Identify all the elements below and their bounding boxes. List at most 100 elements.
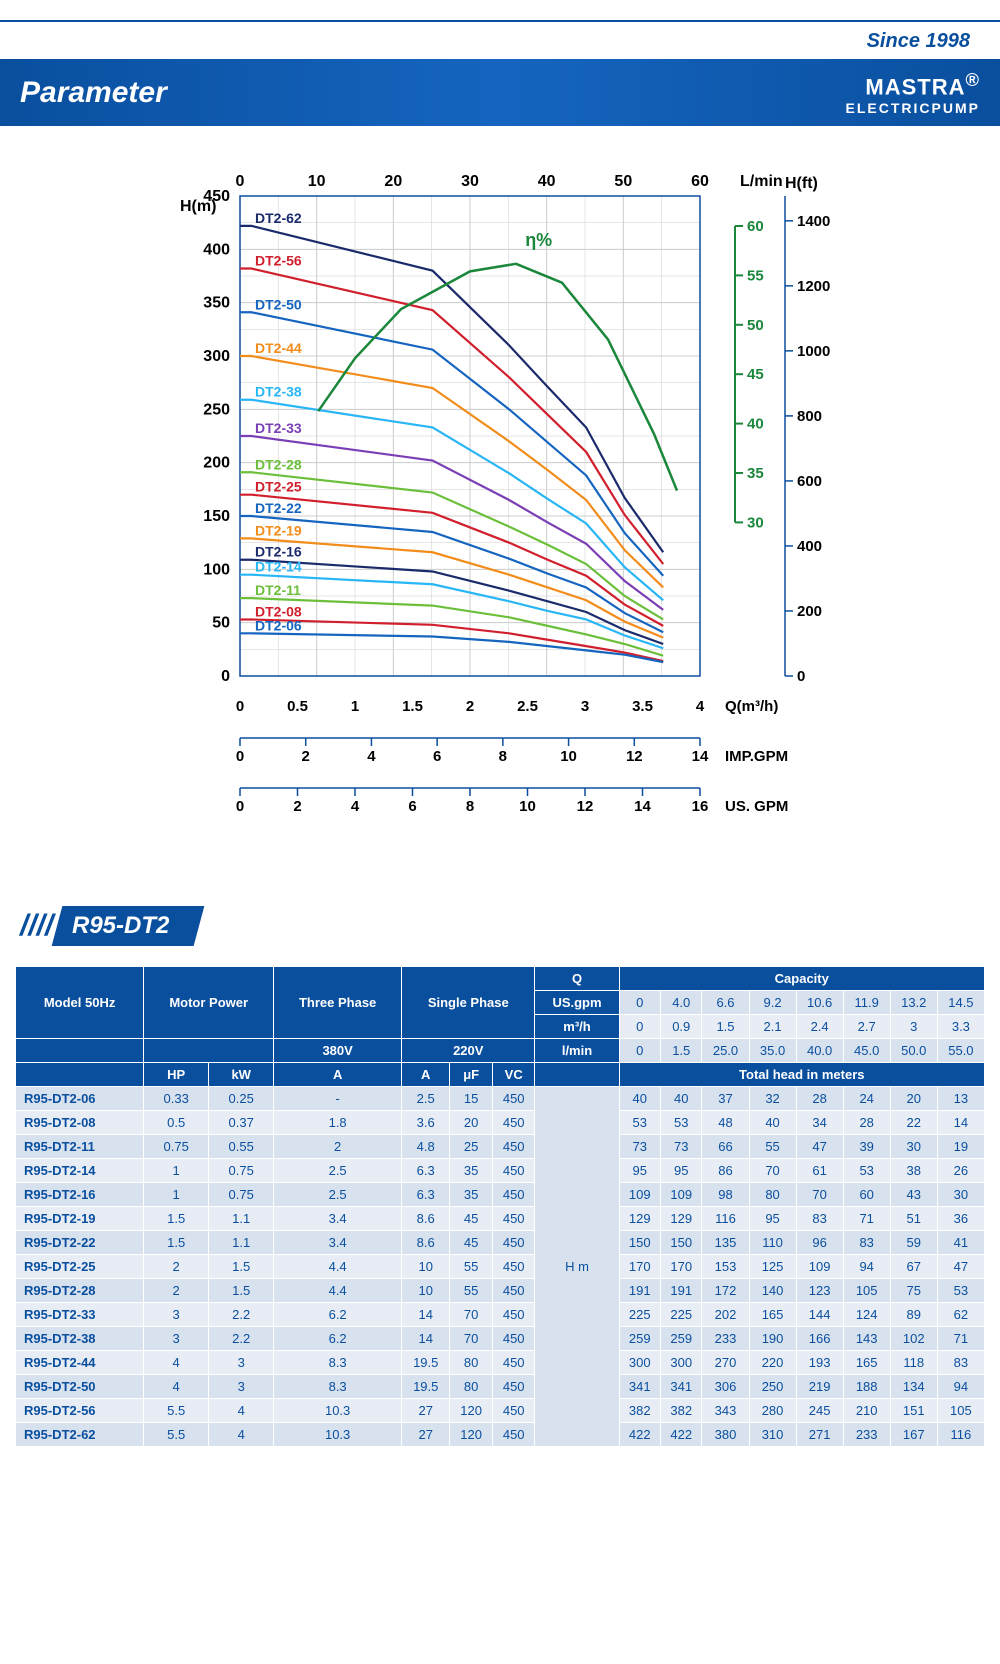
svg-text:8: 8 [466, 798, 474, 815]
head-cell: 116 [937, 1423, 984, 1447]
head-cell: 125 [749, 1255, 796, 1279]
kw-cell: 4 [209, 1399, 274, 1423]
hdr-q: Q [535, 967, 619, 991]
head-cell: 40 [661, 1087, 702, 1111]
svg-text:DT2-28: DT2-28 [255, 457, 302, 473]
svg-text:30: 30 [747, 515, 764, 532]
svg-text:12: 12 [626, 748, 643, 765]
vc-cell: 450 [492, 1423, 535, 1447]
svg-text:250: 250 [203, 402, 230, 419]
svg-text:12: 12 [577, 798, 594, 815]
head-cell: 306 [702, 1375, 749, 1399]
model-cell: R95-DT2-33 [16, 1303, 144, 1327]
hdr-motor: Motor Power [144, 967, 274, 1039]
a3-cell: 3.4 [274, 1207, 402, 1231]
kw-cell: 3 [209, 1351, 274, 1375]
svg-text:1.5: 1.5 [402, 698, 423, 715]
hdr-220v: 220V [402, 1039, 535, 1063]
m3h-val: 1.5 [702, 1015, 749, 1039]
kw-cell: 2.2 [209, 1327, 274, 1351]
head-cell: 95 [619, 1159, 660, 1183]
a2-cell: 6.3 [402, 1183, 450, 1207]
pump-curve-chart: 0102030405060L/min0501001502002503003504… [140, 156, 860, 856]
vc-cell: 450 [492, 1231, 535, 1255]
head-cell: 382 [619, 1399, 660, 1423]
head-cell: 422 [661, 1423, 702, 1447]
head-cell: 150 [619, 1231, 660, 1255]
usgpm-val: 13.2 [890, 991, 937, 1015]
usgpm-val: 4.0 [661, 991, 702, 1015]
svg-text:20: 20 [384, 173, 402, 190]
a3-cell: 4.4 [274, 1279, 402, 1303]
head-cell: 151 [890, 1399, 937, 1423]
kw-cell: 0.25 [209, 1087, 274, 1111]
head-cell: 166 [796, 1327, 843, 1351]
vc-cell: 450 [492, 1159, 535, 1183]
head-cell: 70 [749, 1159, 796, 1183]
hp-cell: 0.33 [144, 1087, 209, 1111]
head-cell: 109 [661, 1183, 702, 1207]
head-cell: 343 [702, 1399, 749, 1423]
model-cell: R95-DT2-50 [16, 1375, 144, 1399]
svg-text:10: 10 [308, 173, 326, 190]
head-cell: 259 [661, 1327, 702, 1351]
head-cell: 13 [937, 1087, 984, 1111]
hp-cell: 3 [144, 1303, 209, 1327]
head-cell: 271 [796, 1423, 843, 1447]
head-cell: 144 [796, 1303, 843, 1327]
head-cell: 129 [619, 1207, 660, 1231]
head-cell: 95 [661, 1159, 702, 1183]
head-cell: 53 [843, 1159, 890, 1183]
kw-cell: 4 [209, 1423, 274, 1447]
head-cell: 210 [843, 1399, 890, 1423]
head-cell: 124 [843, 1303, 890, 1327]
head-cell: 41 [937, 1231, 984, 1255]
head-cell: 62 [937, 1303, 984, 1327]
m3h-val: 2.1 [749, 1015, 796, 1039]
svg-text:US. GPM: US. GPM [725, 798, 788, 815]
uf-cell: 55 [450, 1279, 493, 1303]
lmin-val: 50.0 [890, 1039, 937, 1063]
svg-text:DT2-25: DT2-25 [255, 479, 302, 495]
model-cell: R95-DT2-19 [16, 1207, 144, 1231]
model-cell: R95-DT2-06 [16, 1087, 144, 1111]
svg-text:2.5: 2.5 [517, 698, 538, 715]
hdr-blank [535, 1063, 619, 1087]
vc-cell: 450 [492, 1327, 535, 1351]
a2-cell: 8.6 [402, 1207, 450, 1231]
head-cell: 259 [619, 1327, 660, 1351]
svg-text:40: 40 [747, 416, 764, 433]
hdr-380v: 380V [274, 1039, 402, 1063]
m3h-val: 3 [890, 1015, 937, 1039]
head-cell: 36 [937, 1207, 984, 1231]
svg-text:1000: 1000 [797, 343, 830, 360]
hdr-m3h: m³/h [535, 1015, 619, 1039]
vc-cell: 450 [492, 1135, 535, 1159]
uf-cell: 80 [450, 1375, 493, 1399]
head-cell: 220 [749, 1351, 796, 1375]
head-cell: 116 [702, 1207, 749, 1231]
hdr-kw: kW [209, 1063, 274, 1087]
svg-text:4: 4 [696, 698, 705, 715]
svg-text:100: 100 [203, 562, 230, 579]
a2-cell: 27 [402, 1423, 450, 1447]
svg-text:8: 8 [499, 748, 507, 765]
uf-cell: 120 [450, 1399, 493, 1423]
svg-text:H(ft): H(ft) [785, 175, 818, 192]
hp-cell: 5.5 [144, 1423, 209, 1447]
hdr-vc: VC [492, 1063, 535, 1087]
head-cell: 382 [661, 1399, 702, 1423]
lmin-val: 55.0 [937, 1039, 984, 1063]
uf-cell: 45 [450, 1231, 493, 1255]
m3h-val: 2.4 [796, 1015, 843, 1039]
head-cell: 167 [890, 1423, 937, 1447]
a3-cell: 1.8 [274, 1111, 402, 1135]
head-cell: 170 [619, 1255, 660, 1279]
usgpm-val: 0 [619, 991, 660, 1015]
head-cell: 28 [796, 1087, 843, 1111]
svg-text:50: 50 [212, 615, 230, 632]
svg-text:6: 6 [408, 798, 416, 815]
hp-cell: 2 [144, 1255, 209, 1279]
a2-cell: 14 [402, 1303, 450, 1327]
svg-text:DT2-62: DT2-62 [255, 210, 302, 226]
